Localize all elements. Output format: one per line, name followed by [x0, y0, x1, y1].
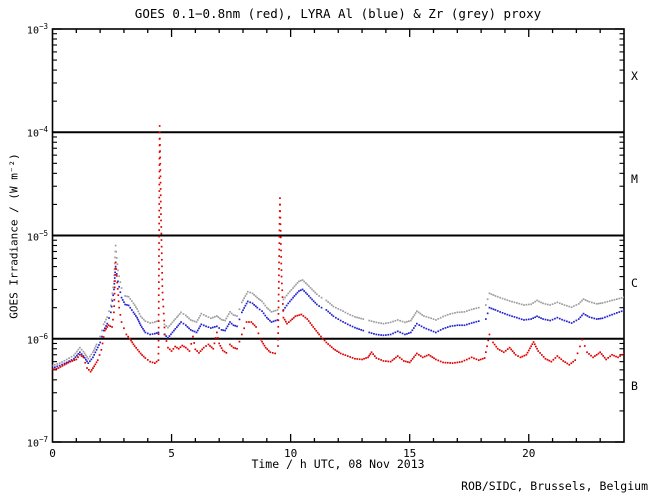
y-tick-label: 10−7 [26, 435, 48, 450]
x-tick-label: 5 [168, 447, 175, 460]
x-axis-label: Time / h UTC, 08 Nov 2013 [251, 457, 425, 471]
y-tick-label: 10−5 [26, 228, 48, 243]
y-tick-label: 10−6 [26, 331, 48, 347]
flare-class-label-c: C [631, 275, 638, 290]
y-tick-label: 10−4 [26, 125, 48, 140]
flare-class-label-b: B [631, 378, 638, 393]
y-tick-label: 10−3 [26, 22, 48, 37]
footer-credit: ROB/SIDC, Brussels, Belgium [461, 479, 648, 493]
chart-title: GOES 0.1−0.8nm (red), LYRA Al (blue) & Z… [134, 6, 542, 21]
x-tick-label: 10 [284, 447, 298, 460]
x-tick-label: 20 [522, 447, 536, 460]
flare-class-label-x: X [631, 69, 638, 84]
data-points-layer [52, 125, 624, 373]
flare-class-label-m: M [631, 172, 638, 187]
x-tick-label: 15 [403, 447, 417, 460]
x-tick-label: 0 [49, 447, 56, 460]
